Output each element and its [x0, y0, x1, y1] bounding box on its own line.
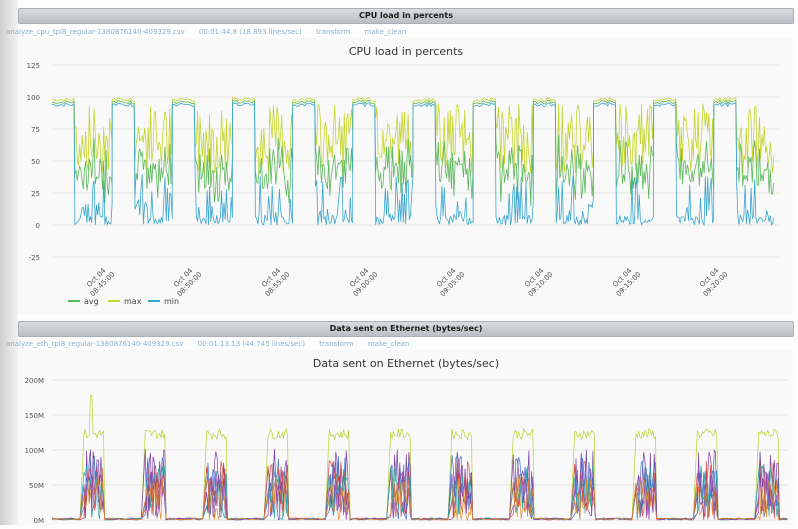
eth-chart-area: Data sent on Ethernet (bytes/sec) 200M 150… [18, 350, 794, 525]
eth-y-tick-label: 0M [34, 517, 45, 525]
cpu-y-tick-label: -25 [29, 254, 40, 262]
cpu-y-tick-label: 75 [31, 126, 40, 134]
eth-chart-title: Data sent on Ethernet (bytes/sec) [313, 357, 499, 370]
eth-series-0 [52, 395, 788, 519]
eth-panel-header[interactable]: Data sent on Ethernet (bytes/sec) [18, 321, 794, 337]
cpu-y-tick-label: 125 [27, 62, 40, 70]
cpu-chart: CPU load in percents 125 100 75 50 25 0 -25 Oct … [27, 45, 780, 306]
cpu-y-tick-label: 0 [36, 222, 40, 230]
cpu-duration: 00:01:44.8 (18.893 lines/sec) [198, 28, 302, 36]
eth-y-tick-label: 100M [25, 447, 44, 455]
cpu-panel-title: CPU load in percents [359, 11, 453, 20]
eth-series-6 [51, 476, 788, 521]
eth-chart: Data sent on Ethernet (bytes/sec) 200M 150… [25, 357, 788, 525]
cpu-chart-title: CPU load in percents [349, 45, 464, 58]
cpu-panel-header[interactable]: CPU load in percents [18, 8, 794, 24]
cpu-chart-area: CPU load in percents 125 100 75 50 25 0 -25 Oct … [18, 38, 794, 314]
eth-file-info-row: analyze_eth_tpl8_regular-1380876140-4093… [6, 340, 421, 348]
cpu-file-info-row: analyze_cpu_tpl8_regular-1380876140-4093… [6, 28, 418, 36]
eth-transform-link[interactable]: transform [319, 340, 354, 348]
left-edge-decoration [0, 0, 18, 525]
cpu-y-tick-label: 25 [31, 190, 40, 198]
cpu-series-min [51, 102, 775, 227]
eth-y-tick-label: 150M [25, 412, 44, 420]
cpu-y-tick-label: 50 [31, 158, 40, 166]
cpu-legend-label-max: max [124, 297, 142, 306]
cpu-legend-label-avg: avg [84, 297, 99, 306]
eth-series-4 [51, 465, 788, 521]
eth-duration: 00:01:13.13 (44.745 lines/sec) [197, 340, 306, 348]
eth-y-tick-label: 50M [29, 482, 44, 490]
eth-panel-title: Data sent on Ethernet (bytes/sec) [329, 324, 483, 333]
eth-make-clean-link[interactable]: make_clean [367, 340, 410, 348]
cpu-y-tick-label: 100 [27, 94, 40, 102]
cpu-legend: avg max min [68, 297, 179, 306]
eth-file-name: analyze_eth_tpl8_regular-1380876140-4093… [6, 340, 184, 348]
cpu-file-name: analyze_cpu_tpl8_regular-1380876140-4093… [6, 28, 185, 36]
eth-y-tick-label: 200M [25, 377, 44, 385]
cpu-transform-link[interactable]: transform [316, 28, 351, 36]
cpu-legend-label-min: min [164, 297, 179, 306]
cpu-make-clean-link[interactable]: make_clean [364, 28, 407, 36]
